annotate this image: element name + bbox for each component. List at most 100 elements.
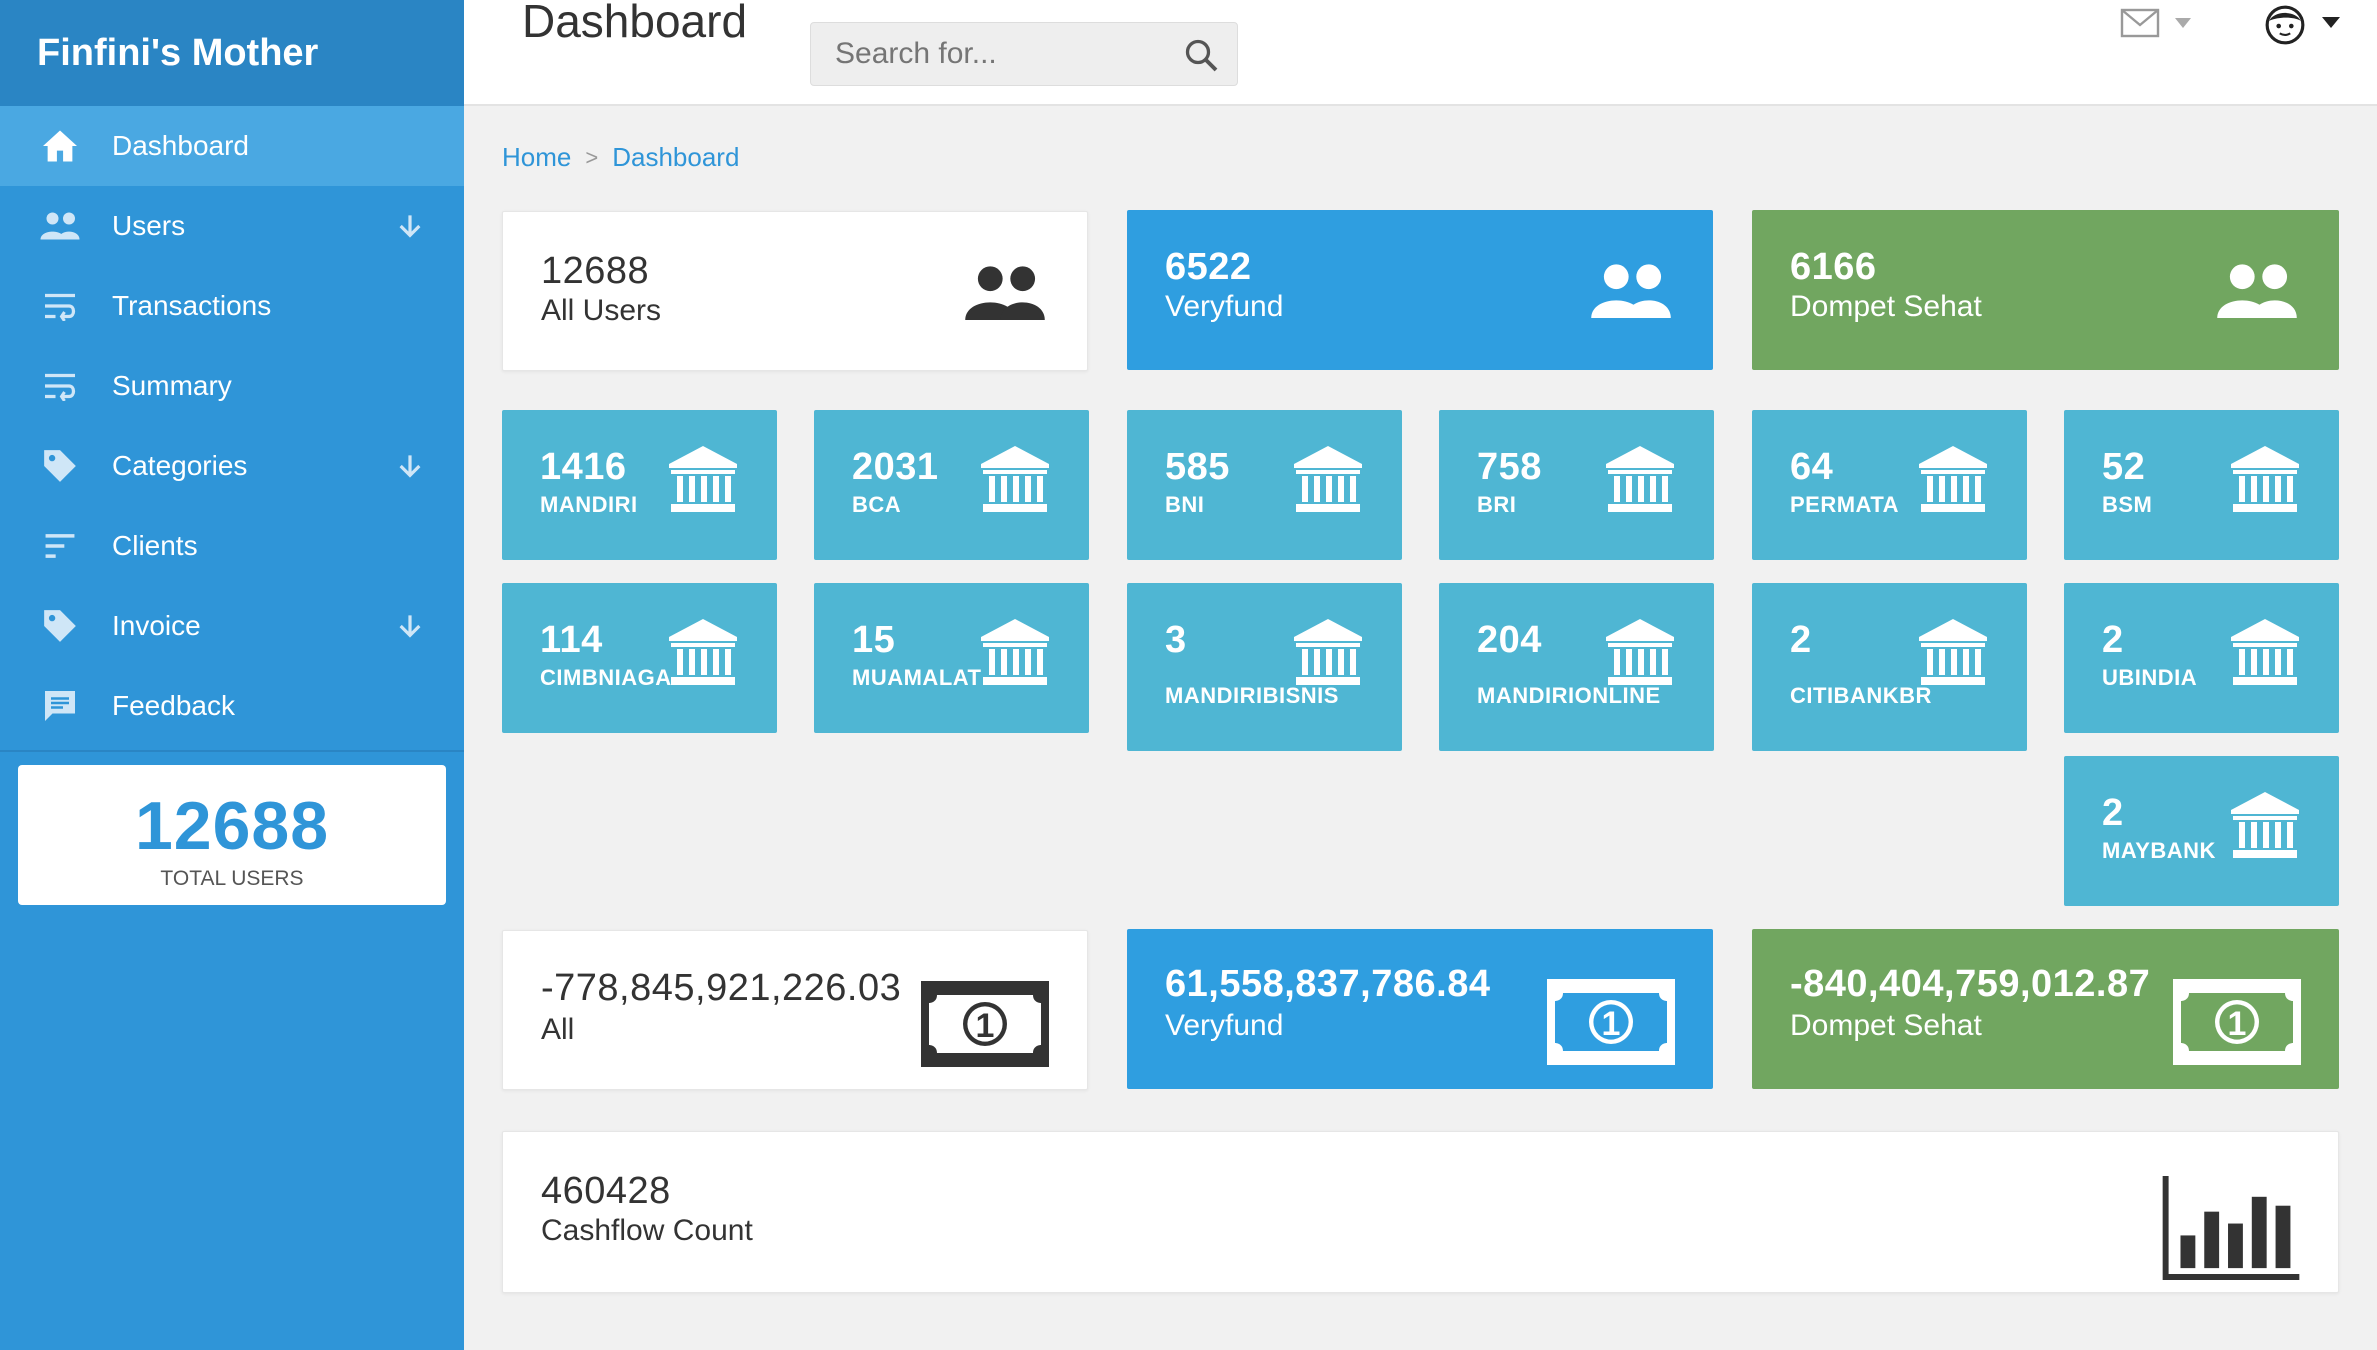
users-icon: [2217, 264, 2297, 318]
sidebar-item-clients[interactable]: Clients: [0, 506, 464, 586]
sidebar-item-label: Feedback: [112, 690, 235, 721]
topbar: Dashboard: [464, 0, 2377, 106]
bank-icon: [1606, 446, 1674, 512]
sidebar-item-label: Summary: [112, 370, 232, 401]
card-value: 1416: [540, 446, 627, 488]
sidebar-item-label: Categories: [112, 450, 248, 481]
svg-text:1: 1: [1602, 1005, 1621, 1043]
sidebar-item-label: Invoice: [112, 610, 201, 641]
card-label: MUAMALAT: [852, 665, 982, 690]
search-icon[interactable]: [1183, 37, 1219, 73]
avatar-icon[interactable]: [2264, 4, 2306, 46]
sidebar-item-transactions[interactable]: Transactions: [0, 266, 464, 346]
chevron-down-icon[interactable]: [394, 610, 426, 642]
card-value: 2031: [852, 446, 939, 488]
bank-card-mandiri[interactable]: 1416 MANDIRI: [502, 410, 777, 560]
bank-card-cimbniaga[interactable]: 114 CIMBNIAGA: [502, 583, 777, 733]
sidebar-item-label: Dashboard: [112, 130, 249, 161]
users-icon: [38, 204, 82, 248]
card-label: BNI: [1165, 492, 1205, 517]
total-users-label: TOTAL USERS: [160, 867, 304, 890]
sidebar-item-feedback[interactable]: Feedback: [0, 666, 464, 746]
chevron-down-icon[interactable]: [394, 210, 426, 242]
bank-card-citibankbr[interactable]: 2 CITIBANKBR: [1752, 583, 2027, 751]
bank-icon: [2231, 792, 2299, 858]
bank-icon: [1294, 619, 1362, 685]
home-icon: [38, 124, 82, 168]
card-value: 12688: [541, 250, 650, 292]
breadcrumb: Home > Dashboard: [502, 142, 739, 173]
card-label: Cashflow Count: [541, 1214, 753, 1247]
card-value: 64: [1790, 446, 1834, 488]
dompet-sehat-balance-card[interactable]: -840,404,759,012.87 Dompet Sehat 1: [1752, 929, 2339, 1089]
bank-icon: [1919, 446, 1987, 512]
page-title: Dashboard: [522, 0, 748, 47]
bank-card-mandirionline[interactable]: 204 MANDIRIONLINE: [1439, 583, 1714, 751]
card-label: CIMBNIAGA: [540, 665, 672, 690]
money-bill-icon: 1: [1547, 979, 1675, 1065]
bank-card-bri[interactable]: 758 BRI: [1439, 410, 1714, 560]
bank-card-bca[interactable]: 2031 BCA: [814, 410, 1089, 560]
all-balance-card[interactable]: -778,845,921,226.03 All 1: [502, 930, 1088, 1090]
card-value: 460428: [541, 1170, 671, 1212]
wrap-text-icon: [38, 284, 82, 328]
bank-icon: [1294, 446, 1362, 512]
bank-icon: [981, 446, 1049, 512]
breadcrumb-current[interactable]: Dashboard: [612, 142, 740, 172]
sidebar-item-categories[interactable]: Categories: [0, 426, 464, 506]
veryfund-balance-card[interactable]: 61,558,837,786.84 Veryfund 1: [1127, 929, 1713, 1089]
tag-icon: [38, 604, 82, 648]
card-value: -778,845,921,226.03: [541, 967, 902, 1009]
card-label: BSM: [2102, 492, 2153, 517]
card-label: All Users: [541, 294, 662, 327]
bank-card-permata[interactable]: 64 PERMATA: [1752, 410, 2027, 560]
card-label: MANDIRIONLINE: [1477, 683, 1661, 708]
money-bill-icon: 1: [921, 981, 1049, 1067]
card-value: 15: [852, 619, 896, 661]
card-label: PERMATA: [1790, 492, 1900, 517]
all-users-card[interactable]: 12688 All Users: [502, 211, 1088, 371]
caret-down-icon[interactable]: [2175, 18, 2191, 28]
card-label: MANDIRIBISNIS: [1165, 683, 1339, 708]
breadcrumb-home[interactable]: Home: [502, 142, 572, 172]
search-input[interactable]: [811, 23, 1151, 85]
card-value: 204: [1477, 619, 1542, 661]
card-value: 6166: [1790, 246, 1877, 288]
sidebar-item-invoice[interactable]: Invoice: [0, 586, 464, 666]
bank-icon: [1606, 619, 1674, 685]
card-value: 585: [1165, 446, 1230, 488]
tag-icon: [38, 444, 82, 488]
bank-card-maybank[interactable]: 2 MAYBANK: [2064, 756, 2339, 906]
chevron-down-icon[interactable]: [394, 450, 426, 482]
cashflow-card[interactable]: 460428 Cashflow Count: [502, 1131, 2339, 1293]
sidebar-item-label: Transactions: [112, 290, 272, 321]
search-box[interactable]: [810, 22, 1238, 86]
bank-card-muamalat[interactable]: 15 MUAMALAT: [814, 583, 1089, 733]
bank-card-bni[interactable]: 585 BNI: [1127, 410, 1402, 560]
dompet-sehat-users-card[interactable]: 6166 Dompet Sehat: [1752, 210, 2339, 370]
total-users-card: 12688 TOTAL USERS: [18, 765, 446, 905]
sidebar-item-users[interactable]: Users: [0, 186, 464, 266]
feedback-icon: [38, 684, 82, 728]
bank-card-mandiribisnis[interactable]: 3 MANDIRIBISNIS: [1127, 583, 1402, 751]
caret-down-icon[interactable]: [2322, 17, 2340, 28]
brand-title[interactable]: Finfini's Mother: [0, 0, 464, 106]
card-label: MAYBANK: [2102, 838, 2216, 863]
total-users-value: 12688: [134, 788, 330, 864]
card-label: UBINDIA: [2102, 665, 2198, 690]
svg-text:1: 1: [2228, 1005, 2247, 1043]
veryfund-users-card[interactable]: 6522 Veryfund: [1127, 210, 1713, 370]
bank-card-ubindia[interactable]: 2 UBINDIA: [2064, 583, 2339, 733]
card-value: 52: [2102, 446, 2146, 488]
bank-card-bsm[interactable]: 52 BSM: [2064, 410, 2339, 560]
sidebar-item-dashboard[interactable]: Dashboard: [0, 106, 464, 186]
svg-text:1: 1: [976, 1007, 995, 1045]
bank-icon: [669, 446, 737, 512]
mail-icon[interactable]: [2120, 8, 2160, 38]
money-bill-icon: 1: [2173, 979, 2301, 1065]
users-icon: [965, 266, 1045, 320]
card-value: 6522: [1165, 246, 1252, 288]
card-label: Veryfund: [1165, 1009, 1284, 1042]
bank-icon: [981, 619, 1049, 685]
sidebar-item-summary[interactable]: Summary: [0, 346, 464, 426]
